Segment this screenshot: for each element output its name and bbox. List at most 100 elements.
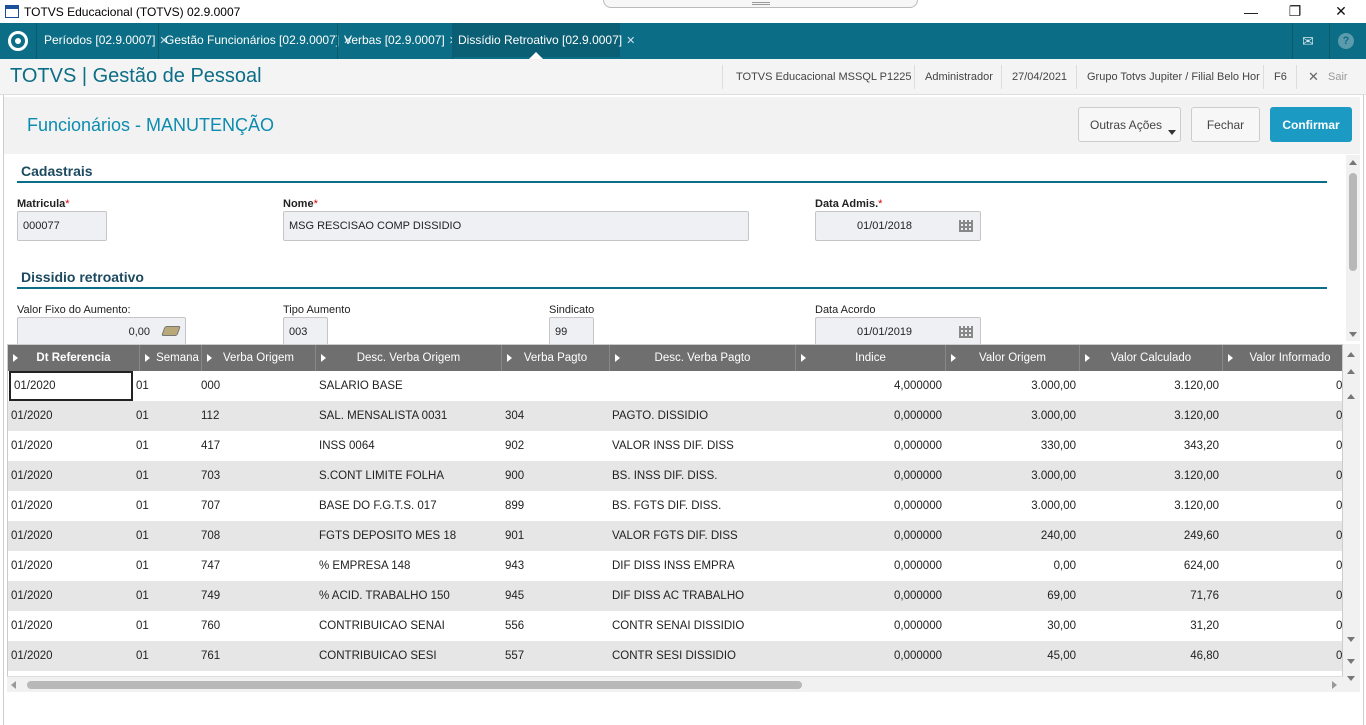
table-cell[interactable]: 902 <box>505 440 525 452</box>
table-cell[interactable]: 69,00 <box>1047 590 1076 602</box>
other-actions-button[interactable]: Outras Ações <box>1078 107 1181 142</box>
valor-fixo-field[interactable]: 0,00 <box>17 317 186 347</box>
table-cell[interactable]: 249,60 <box>1183 530 1219 542</box>
table-cell[interactable]: 0,000000 <box>894 560 942 572</box>
table-cell[interactable]: VALOR INSS DIF. DISS <box>612 440 734 452</box>
table-cell[interactable]: 01 <box>136 410 149 422</box>
table-cell[interactable]: 3.000,00 <box>1031 410 1076 422</box>
table-cell[interactable]: 330,00 <box>1040 440 1076 452</box>
table-cell[interactable]: 01/2020 <box>11 560 53 572</box>
tab-periodos[interactable]: Períodos [02.9.0007] ✕ <box>44 33 169 47</box>
col-desc-verba-origem[interactable]: Desc. Verba Origem <box>316 345 502 371</box>
table-cell[interactable]: 943 <box>505 560 525 572</box>
table-cell[interactable]: 46,80 <box>1190 650 1219 662</box>
exit-icon[interactable]: ✕ <box>1308 69 1319 84</box>
table-cell[interactable]: 900 <box>505 470 525 482</box>
table-row[interactable]: 01/2020 01 000 SALARIO BASE 4,000000 3.000,00… <box>8 371 1343 401</box>
table-cell[interactable]: 0 <box>1336 560 1343 572</box>
table-cell[interactable]: 760 <box>201 620 221 632</box>
table-cell[interactable]: 624,00 <box>1183 560 1219 572</box>
scroll-left-icon[interactable] <box>11 681 16 689</box>
table-cell[interactable]: 01 <box>136 470 149 482</box>
scroll-up-icon[interactable] <box>1347 352 1355 357</box>
table-cell[interactable]: 747 <box>201 560 221 572</box>
help-icon[interactable]: ? <box>1338 33 1354 49</box>
table-cell[interactable]: 01/2020 <box>11 410 53 422</box>
table-cell[interactable]: BS. INSS DIF. DISS. <box>612 470 718 482</box>
table-cell[interactable]: 4,000000 <box>894 380 942 392</box>
table-cell[interactable] <box>612 371 792 401</box>
table-cell[interactable]: 0,000000 <box>894 620 942 632</box>
table-cell[interactable]: 01/2020 <box>11 470 53 482</box>
table-cell[interactable]: 01/2020 <box>11 650 53 662</box>
table-cell[interactable]: 0,000000 <box>894 500 942 512</box>
col-dt-referencia[interactable]: Dt Referencia <box>8 345 140 371</box>
table-cell[interactable]: BASE DO F.G.T.S. 017 <box>319 500 437 512</box>
col-verba-pagto[interactable]: Verba Pagto <box>502 345 610 371</box>
table-cell[interactable]: 0,000000 <box>894 470 942 482</box>
scroll-end-icon[interactable] <box>1347 676 1355 681</box>
table-cell[interactable]: 0 <box>1336 530 1343 542</box>
nome-field[interactable]: MSG RESCISAO COMP DISSIDIO <box>283 211 749 241</box>
table-cell[interactable]: 01 <box>136 500 149 512</box>
table-cell[interactable]: 240,00 <box>1040 530 1076 542</box>
table-cell[interactable]: 749 <box>201 590 221 602</box>
table-cell[interactable]: SALARIO BASE <box>319 380 403 392</box>
table-row[interactable]: 01/2020 01 703 S.CONT LIMITE FOLHA 900 BS. IN… <box>8 461 1342 491</box>
mail-icon[interactable]: ✉ <box>1302 33 1314 49</box>
data-acordo-field[interactable]: 01/01/2019 <box>815 317 981 347</box>
table-cell[interactable]: 112 <box>201 410 220 422</box>
table-cell[interactable]: 417 <box>201 440 221 452</box>
table-cell[interactable]: 30,00 <box>1047 620 1076 632</box>
scroll-up-icon[interactable] <box>1349 160 1357 165</box>
table-cell[interactable]: 0 <box>1336 380 1343 392</box>
table-cell[interactable]: 01 <box>136 650 149 662</box>
table-cell[interactable]: 0 <box>1336 620 1343 632</box>
grid-horizontal-scrollbar[interactable] <box>7 676 1343 692</box>
tab-gestao-funcionarios[interactable]: Gestão Funcionários [02.9.0007] ✕ <box>165 33 353 47</box>
group-label[interactable]: Grupo Totvs Jupiter / Filial Belo Hor <box>1087 71 1260 83</box>
data-admis-field[interactable]: 01/01/2018 <box>815 211 981 241</box>
table-cell[interactable]: 0,000000 <box>894 590 942 602</box>
table-cell[interactable]: 01 <box>136 380 149 392</box>
table-row[interactable]: 01/2020 01 708 FGTS DEPOSITO MES 18 901 VALOR… <box>8 521 1343 551</box>
col-desc-verba-pagto[interactable]: Desc. Verba Pagto <box>610 345 796 371</box>
table-cell[interactable]: 0,000000 <box>894 410 942 422</box>
minimize-button[interactable]: — <box>1244 3 1258 20</box>
table-cell[interactable]: 0,000000 <box>894 650 942 662</box>
tab-close-icon[interactable]: ✕ <box>343 35 353 47</box>
scroll-down-icon[interactable] <box>1349 332 1357 337</box>
sindicato-field[interactable]: 99 <box>549 317 594 347</box>
table-cell[interactable]: CONTR SESI DISSIDIO <box>612 650 736 662</box>
table-cell[interactable]: 0 <box>1336 440 1343 452</box>
table-cell[interactable]: 3.000,00 <box>1031 500 1076 512</box>
calendar-icon[interactable] <box>959 220 973 232</box>
table-cell[interactable]: 01/2020 <box>11 530 53 542</box>
table-row[interactable]: 01/2020 01 749 % ACID. TRABALHO 150 945 DIF D… <box>8 581 1342 611</box>
table-cell[interactable]: 01/2020 <box>11 500 53 512</box>
table-cell[interactable]: 71,76 <box>1190 590 1219 602</box>
table-cell[interactable]: CONTRIBUICAO SENAI <box>319 620 445 632</box>
col-verba-origem[interactable]: Verba Origem <box>202 345 316 371</box>
table-row[interactable]: 01/2020 01 761 CONTRIBUICAO SESI 557 CONTR SE… <box>8 641 1342 671</box>
table-cell[interactable]: 01/2020 <box>9 371 133 401</box>
drag-handle[interactable] <box>603 0 918 8</box>
table-cell[interactable]: 3.120,00 <box>1174 410 1219 422</box>
f6-shortcut[interactable]: F6 <box>1274 71 1287 83</box>
table-cell[interactable]: CONTR SENAI DISSIDIO <box>612 620 745 632</box>
table-cell[interactable]: % EMPRESA 148 <box>319 560 411 572</box>
table-cell[interactable]: 45,00 <box>1047 650 1076 662</box>
table-cell[interactable]: 304 <box>505 410 525 422</box>
scroll-thumb[interactable] <box>1349 173 1357 271</box>
table-cell[interactable]: 945 <box>505 590 525 602</box>
table-cell[interactable]: 708 <box>201 530 221 542</box>
table-row[interactable]: 01/2020 01 112 SAL. MENSALISTA 0031 304 PAGTO… <box>8 401 1342 431</box>
form-scrollbar[interactable] <box>1346 155 1360 341</box>
table-cell[interactable]: 901 <box>505 530 525 542</box>
col-valor-informado[interactable]: Valor Informado <box>1223 345 1342 371</box>
table-cell[interactable]: % ACID. TRABALHO 150 <box>319 590 450 602</box>
table-cell[interactable]: 761 <box>201 650 221 662</box>
table-cell[interactable]: 343,20 <box>1183 440 1219 452</box>
table-cell[interactable]: S.CONT LIMITE FOLHA <box>319 470 445 482</box>
table-cell[interactable]: 556 <box>505 620 525 632</box>
